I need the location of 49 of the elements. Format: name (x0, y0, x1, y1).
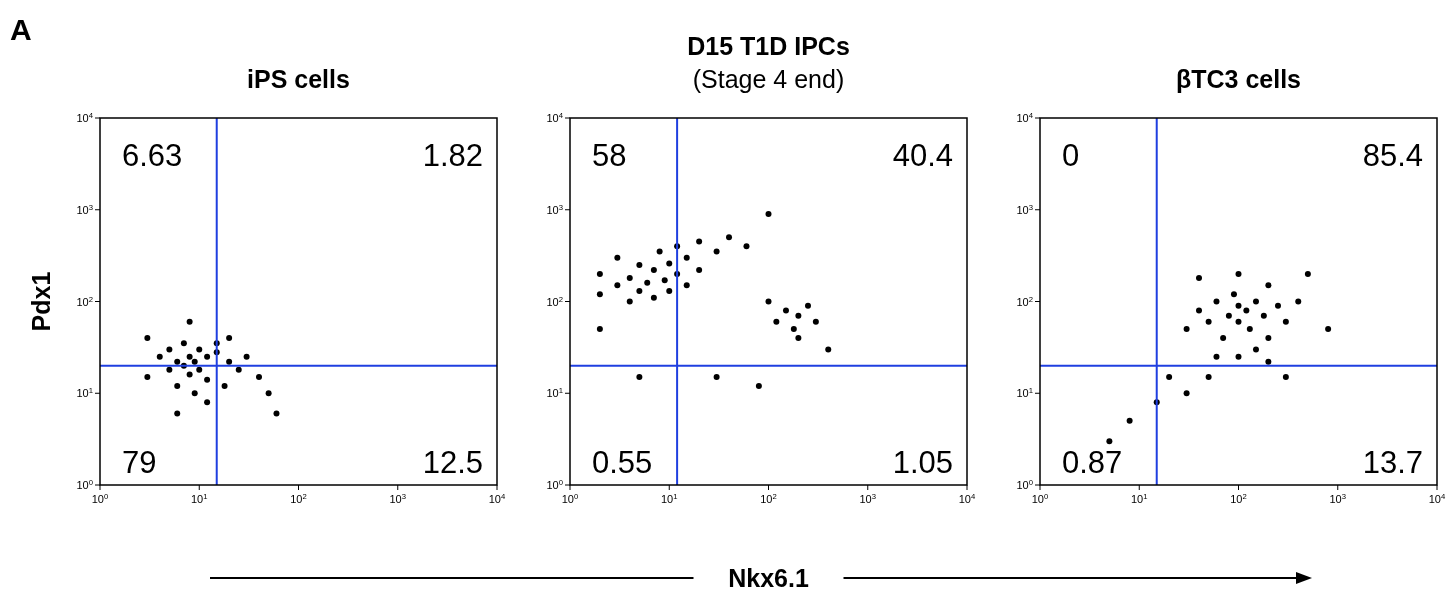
x-tick-label: 10$^{4}$ (958, 491, 976, 505)
y-tick-label: 10$^{2}$ (1016, 294, 1033, 308)
annotation: 12.5 (422, 445, 483, 480)
y-tick-label: 10$^{2}$ (76, 294, 93, 308)
y-axis-title: Pdx1 (27, 271, 55, 332)
y-tick-label: 10$^{1}$ (76, 385, 93, 400)
annotation: 0.87 (1062, 445, 1123, 480)
x-tick-label: 10$^{3}$ (389, 491, 407, 505)
annotation: 79 (122, 445, 157, 480)
annotation: 58 (592, 138, 627, 173)
annotation: 1.82 (422, 138, 483, 173)
y-tick-label: 10$^{0}$ (76, 477, 93, 491)
chart-title: βTC3 cells (1175, 65, 1302, 93)
annotation: 13.7 (1362, 445, 1423, 480)
x-tick-label: 10$^{3}$ (859, 491, 877, 505)
x-tick-label: 10$^{1}$ (1130, 491, 1148, 505)
x-tick-label: 10$^{2}$ (760, 491, 777, 505)
annotation: 1.05 (892, 445, 953, 480)
y-tick-label: 10$^{4}$ (546, 110, 564, 124)
annotation: 40.4 (892, 138, 953, 173)
x-tick-label: 10$^{2}$ (1230, 491, 1247, 505)
y-tick-label: 10$^{3}$ (76, 202, 93, 216)
x-tick-label: 10$^{1}$ (660, 491, 678, 505)
annotation: 0.55 (592, 445, 653, 480)
chart-subtitle: (Stage 4 end) (692, 65, 845, 93)
y-tick-label: 10$^{4}$ (1016, 110, 1034, 124)
chart-title: iPS cells (247, 65, 350, 93)
text: A (10, 13, 32, 46)
y-tick-label: 10$^{1}$ (546, 385, 563, 400)
x-axis-title: Nkx6.1 (728, 564, 809, 592)
annotation: 6.63 (122, 138, 183, 173)
y-tick-label: 10$^{2}$ (546, 294, 563, 308)
annotation: 0 (1062, 138, 1080, 173)
x-tick-label: 10$^{4}$ (488, 491, 506, 505)
annotation: 85.4 (1362, 138, 1423, 173)
x-tick-label: 10$^{0}$ (1031, 491, 1049, 505)
y-tick-label: 10$^{3}$ (1016, 202, 1033, 216)
y-tick-label: 10$^{0}$ (1016, 477, 1033, 491)
x-tick-label: 10$^{2}$ (290, 491, 307, 505)
x-tick-label: 10$^{3}$ (1329, 491, 1347, 505)
y-tick-label: 10$^{3}$ (546, 202, 563, 216)
x-tick-label: 10$^{1}$ (190, 491, 208, 505)
x-tick-label: 10$^{0}$ (91, 491, 109, 505)
chart-title: D15 T1D IPCs (687, 32, 850, 60)
x-tick-label: 10$^{4}$ (1428, 491, 1446, 505)
y-tick-label: 10$^{4}$ (76, 110, 94, 124)
y-tick-label: 10$^{1}$ (1016, 385, 1033, 400)
y-tick-label: 10$^{0}$ (546, 477, 563, 491)
x-tick-label: 10$^{0}$ (561, 491, 579, 505)
